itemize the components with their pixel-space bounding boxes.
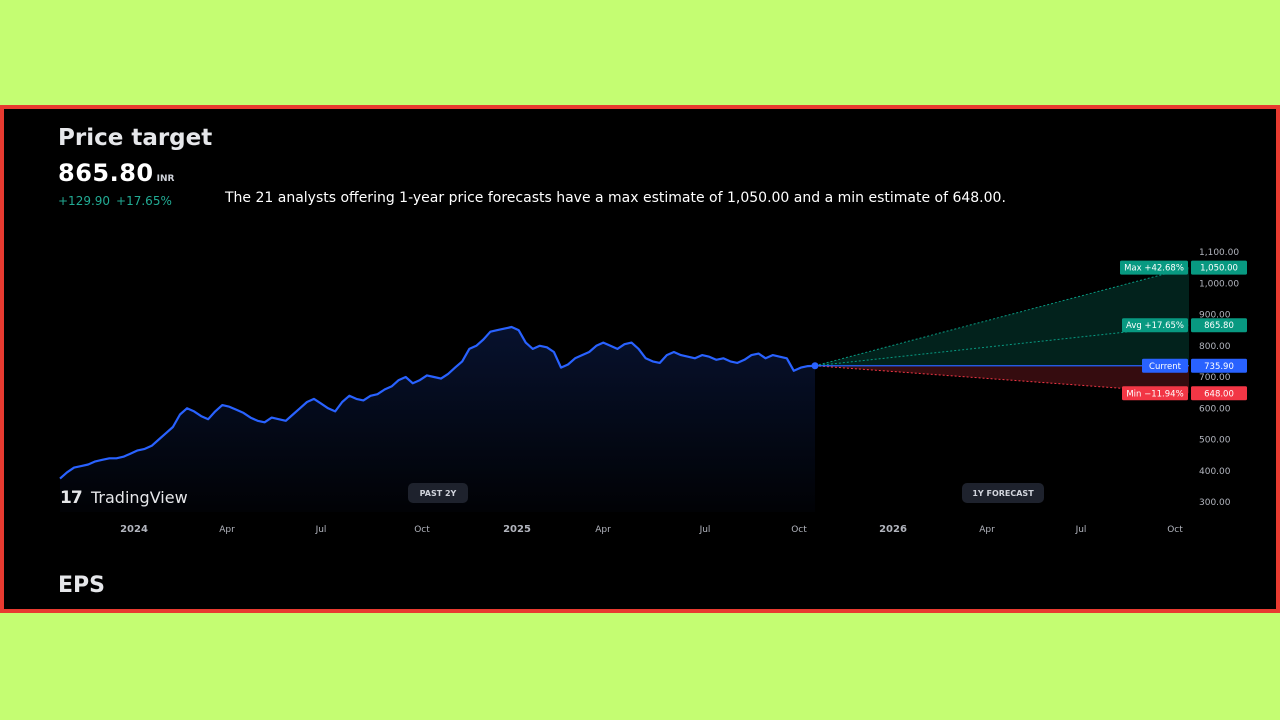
x-tick-label: Jul [1075, 525, 1087, 535]
history-line [59, 325, 816, 480]
tradingview-logo: 17 TradingView [60, 488, 188, 508]
history-area [60, 327, 815, 512]
avg-target-tag: Avg +17.65% 865.80 [1122, 318, 1247, 333]
tradingview-logo-mark: 17 [60, 488, 82, 508]
y-tick-label: 300.00 [1199, 498, 1231, 508]
tradingview-wordmark: TradingView [90, 488, 188, 507]
max-tag-label: Max +42.68% [1124, 264, 1184, 274]
min-tag-value: 648.00 [1204, 389, 1234, 399]
forecast-pill: 1Y FORECAST [962, 483, 1044, 503]
price-row: 865.80 INR [58, 159, 174, 187]
avg-tag-value: 865.80 [1204, 321, 1234, 331]
past-2y-label: PAST 2Y [420, 489, 457, 498]
current-tag-label: Current [1149, 362, 1182, 372]
x-axis: 2024 Apr Jul Oct 2025 Apr Jul Oct 2026 Apr Jul Oct [120, 524, 1183, 535]
currency-label: INR [156, 174, 175, 184]
max-forecast-line [814, 267, 1190, 367]
price-change: +129.90 +17.65% [58, 194, 172, 208]
x-tick-label: Apr [979, 525, 995, 535]
price-target-value: 865.80 [58, 159, 154, 187]
min-target-tag: Min −11.94% 648.00 [1122, 386, 1247, 401]
x-tick-label: Oct [414, 525, 430, 535]
change-absolute: +129.90 [58, 194, 111, 208]
price-target-panel: Price target 865.80 INR +129.90 +17.65% Th… [0, 105, 1280, 613]
y-tick-label: 700.00 [1199, 373, 1231, 383]
x-tick-label: Apr [595, 525, 611, 535]
x-tick-label: Jul [315, 525, 327, 535]
avg-tag-label: Avg +17.65% [1126, 321, 1184, 331]
forecast-label: 1Y FORECAST [972, 489, 1034, 498]
y-tick-label: 500.00 [1199, 436, 1231, 446]
current-price-dot [811, 362, 819, 370]
past-2y-pill: PAST 2Y [408, 483, 468, 503]
x-tick-label: Apr [219, 525, 235, 535]
x-tick-label: 2024 [120, 524, 148, 535]
y-tick-label: 400.00 [1199, 467, 1231, 477]
current-target-tag: Current 735.90 [1142, 358, 1247, 373]
x-tick-label: Oct [1167, 525, 1183, 535]
x-tick-label: Jul [699, 525, 711, 535]
x-tick-label: 2025 [503, 524, 531, 535]
analyst-summary: The 21 analysts offering 1-year price fo… [225, 190, 1006, 206]
target-tags: Max +42.68% 1,050.00 Avg +17.65% 865.80 Curr… [1120, 260, 1247, 401]
y-tick-label: 1,100.00 [1199, 248, 1239, 258]
eps-section-title: EPS [58, 573, 105, 598]
section-title: Price target [58, 125, 213, 151]
y-tick-label: 1,000.00 [1199, 279, 1239, 289]
y-tick-label: 600.00 [1199, 404, 1231, 414]
max-tag-value: 1,050.00 [1200, 264, 1238, 274]
current-tag-value: 735.90 [1204, 362, 1234, 372]
y-tick-label: 800.00 [1199, 342, 1231, 352]
y-axis: 300.00 400.00 500.00 600.00 700.00 800.00 900.… [1199, 248, 1239, 508]
y-tick-label: 900.00 [1199, 311, 1231, 321]
x-tick-label: Oct [791, 525, 807, 535]
x-tick-label: 2026 [879, 524, 907, 535]
change-percent: +17.65% [116, 194, 172, 208]
max-target-tag: Max +42.68% 1,050.00 [1120, 260, 1247, 275]
min-tag-label: Min −11.94% [1126, 389, 1183, 399]
price-forecast-chart: 17 TradingView PAST 2Y 1Y FORECAST 2024 A… [59, 248, 1247, 535]
